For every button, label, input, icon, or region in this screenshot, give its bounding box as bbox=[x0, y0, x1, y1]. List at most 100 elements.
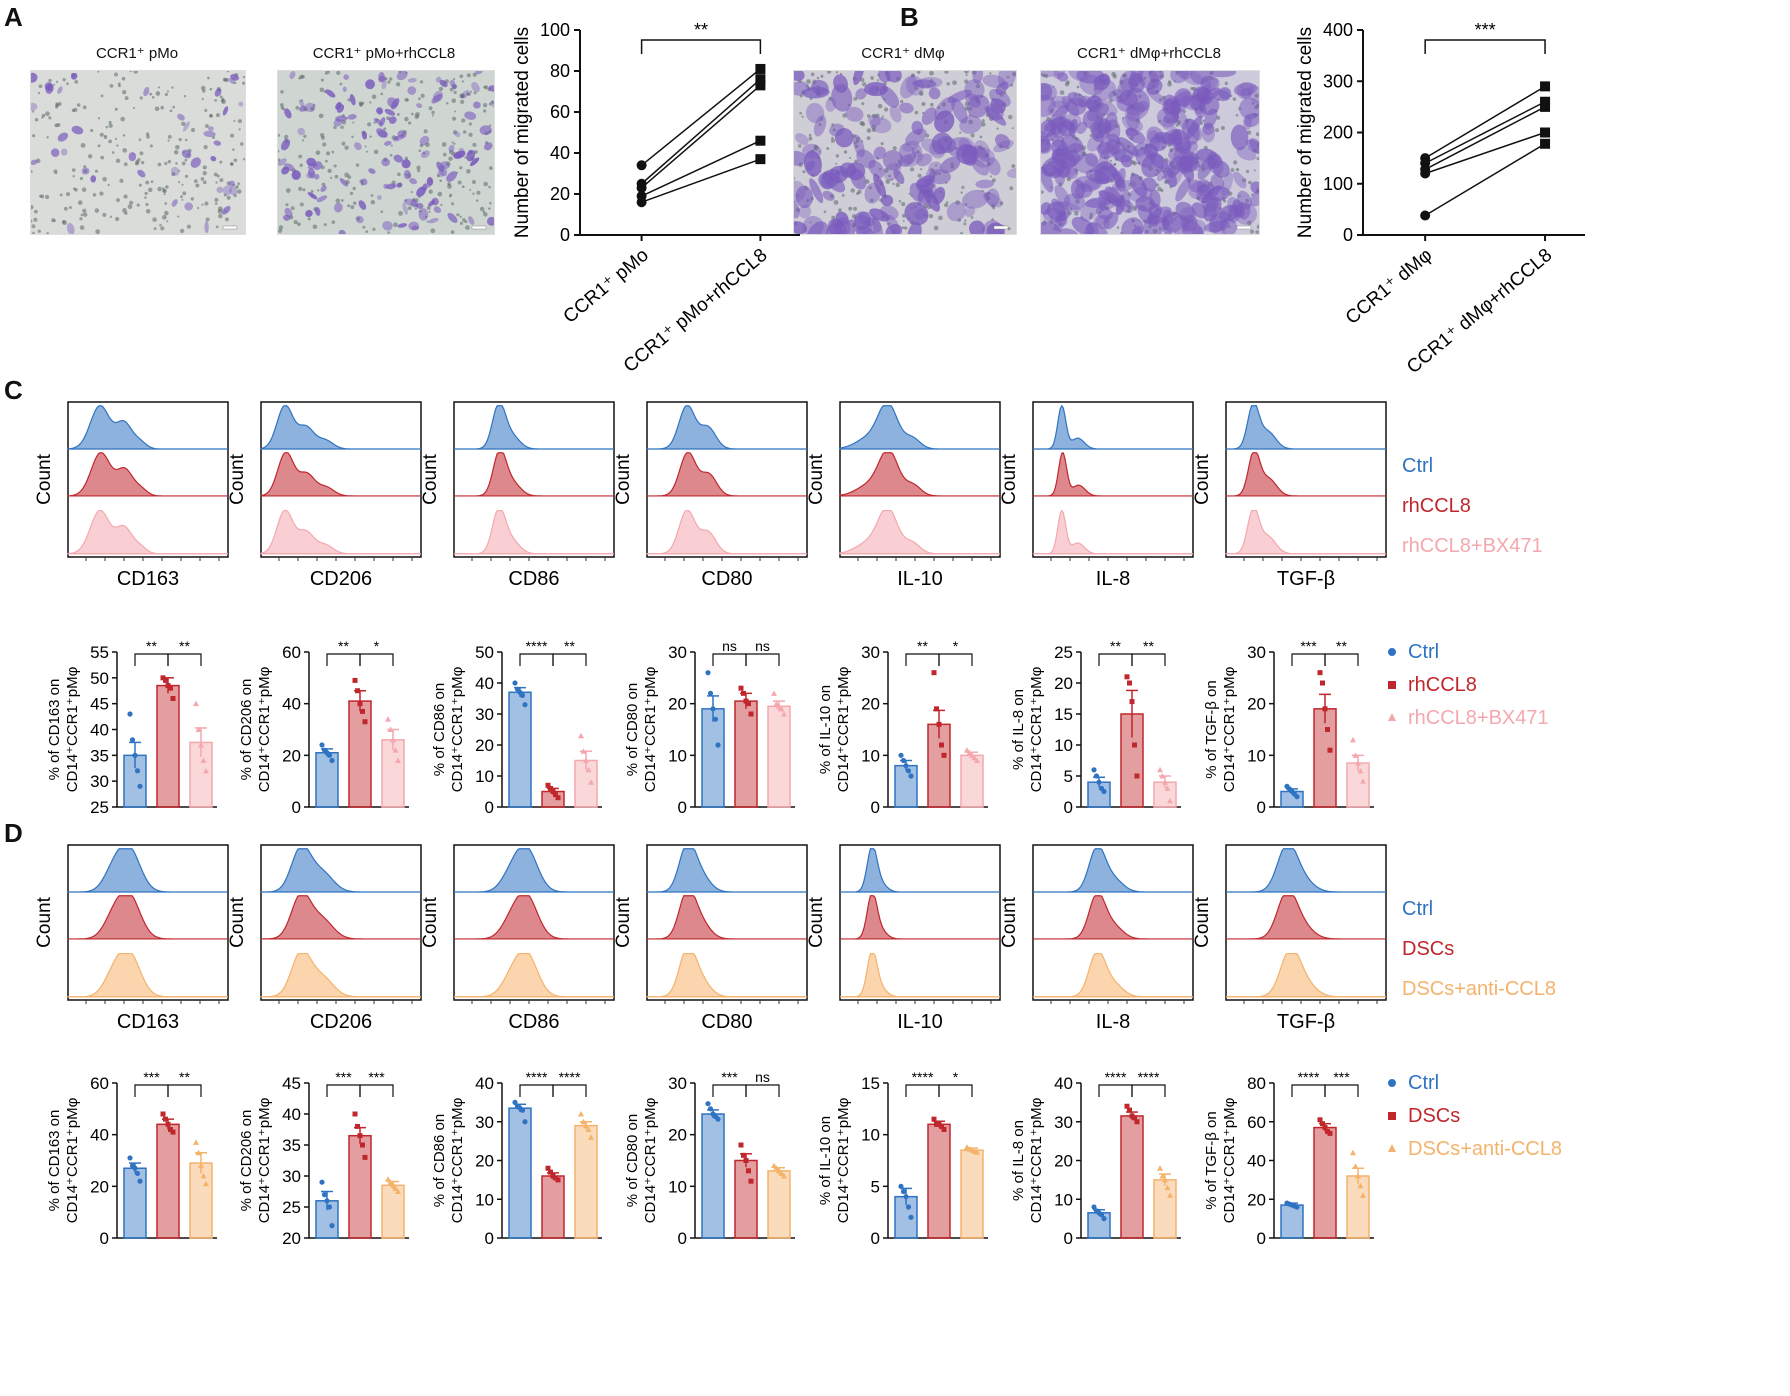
data-point bbox=[1284, 783, 1290, 789]
bar-ctrl bbox=[701, 1113, 725, 1239]
data-point bbox=[773, 700, 780, 707]
histogram-curve-2 bbox=[647, 952, 807, 998]
stained-cell bbox=[1093, 215, 1110, 229]
pore bbox=[1112, 74, 1117, 79]
stained-cell bbox=[365, 79, 375, 90]
stained-cell bbox=[965, 93, 982, 108]
pore bbox=[138, 183, 142, 187]
sig-label-2: *** bbox=[368, 1069, 385, 1085]
pore bbox=[320, 78, 324, 82]
pore bbox=[866, 136, 871, 141]
pore bbox=[453, 90, 457, 95]
pore bbox=[279, 103, 284, 107]
pore bbox=[438, 86, 444, 92]
sig-bracket-1 bbox=[134, 1084, 169, 1097]
pore bbox=[436, 174, 440, 178]
bar-y-tick-label: 20 bbox=[475, 1152, 494, 1171]
data-point bbox=[360, 1142, 365, 1148]
bar-y-tick-label: 0 bbox=[678, 1229, 687, 1248]
data-point bbox=[1098, 1212, 1105, 1218]
histogram-curve-0 bbox=[67, 405, 228, 450]
pore bbox=[184, 158, 188, 162]
pore bbox=[323, 223, 327, 227]
pore bbox=[920, 168, 923, 171]
stained-cell bbox=[388, 116, 397, 124]
data-point bbox=[134, 768, 141, 774]
data-point bbox=[545, 1165, 551, 1171]
histogram-curve-2 bbox=[1033, 509, 1193, 555]
pore bbox=[416, 165, 421, 170]
stained-cell bbox=[1236, 81, 1254, 99]
bar-dscs bbox=[734, 1159, 758, 1239]
bar-y-label-line1: % of CD80 on bbox=[624, 683, 641, 776]
histogram-count-label: Count bbox=[999, 453, 1020, 504]
stained-cell bbox=[1103, 211, 1119, 230]
stained-cell bbox=[1162, 212, 1179, 227]
pore bbox=[909, 167, 915, 172]
pore bbox=[490, 100, 494, 104]
pore bbox=[116, 144, 119, 147]
pore bbox=[1113, 92, 1117, 97]
data-point bbox=[132, 752, 138, 758]
data-point bbox=[170, 696, 176, 701]
data-point bbox=[974, 757, 980, 763]
pore bbox=[215, 181, 218, 184]
panel-b-point-after bbox=[1540, 81, 1551, 92]
stained-cell bbox=[238, 101, 244, 107]
pore bbox=[1006, 75, 1010, 79]
pore bbox=[310, 106, 315, 111]
stained-cell bbox=[291, 170, 301, 180]
pore bbox=[853, 96, 858, 101]
pore bbox=[866, 114, 871, 118]
bar-y-tick-label: 0 bbox=[292, 798, 301, 817]
pore bbox=[806, 79, 811, 84]
pore bbox=[225, 77, 230, 83]
pore bbox=[46, 232, 49, 234]
stained-cell bbox=[128, 152, 137, 162]
panel-a-point-before bbox=[636, 197, 647, 208]
pore bbox=[462, 130, 467, 134]
pore bbox=[814, 146, 819, 151]
pore bbox=[218, 213, 223, 219]
bar-y-tick-label: 40 bbox=[1247, 1152, 1266, 1171]
pore bbox=[1010, 83, 1014, 87]
pore bbox=[181, 198, 184, 201]
pore bbox=[171, 172, 176, 177]
data-point bbox=[1327, 747, 1333, 753]
bar-y-tick-label: 10 bbox=[475, 1190, 494, 1209]
data-point bbox=[1286, 786, 1293, 792]
histogram-curve-2 bbox=[260, 509, 421, 555]
stained-cell bbox=[794, 150, 807, 166]
bar-y-label-line2: CD14⁺CCR1⁺pMφ bbox=[256, 1097, 273, 1223]
histogram-curve-1 bbox=[840, 895, 1000, 940]
pore bbox=[1109, 159, 1113, 163]
pore bbox=[166, 90, 170, 93]
bar-y-tick-label: 10 bbox=[1054, 1190, 1073, 1209]
pore bbox=[216, 113, 220, 118]
stained-cell bbox=[416, 186, 426, 197]
stained-cell bbox=[1053, 71, 1066, 79]
pore bbox=[1108, 98, 1113, 103]
pore bbox=[960, 191, 963, 194]
stained-cell bbox=[940, 156, 961, 174]
stained-cell bbox=[1175, 201, 1195, 221]
stained-cell bbox=[325, 89, 336, 98]
stained-cell bbox=[307, 192, 318, 200]
bar-y-tick-label: 10 bbox=[668, 1177, 687, 1196]
panel-a-point-before bbox=[636, 182, 647, 193]
panel-b-pair-line bbox=[1424, 143, 1546, 217]
data-point bbox=[395, 757, 401, 763]
stained-cell bbox=[794, 81, 810, 96]
stained-cell bbox=[70, 72, 78, 80]
pore bbox=[975, 83, 981, 89]
stained-cell bbox=[407, 77, 417, 83]
bar-y-tick-label: 0 bbox=[485, 798, 494, 817]
micrograph-title-b2: CCR1⁺ dMφ+rhCCL8 bbox=[1077, 45, 1221, 62]
pore bbox=[1049, 108, 1054, 113]
stained-cell bbox=[864, 82, 888, 97]
data-point bbox=[1286, 1201, 1293, 1207]
data-point bbox=[1162, 1176, 1168, 1183]
pore bbox=[145, 180, 150, 185]
bar-y-tick-label: 20 bbox=[668, 695, 687, 714]
